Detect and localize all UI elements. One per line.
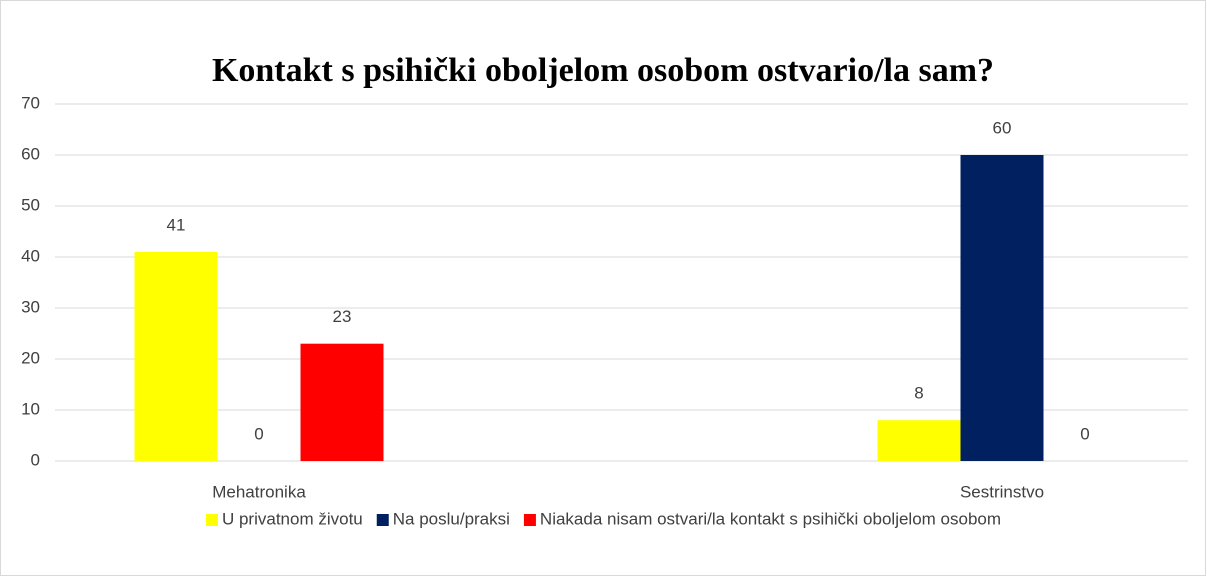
data-label: 60: [993, 118, 1012, 137]
y-tick-label: 20: [21, 348, 40, 367]
legend-label: Na poslu/praksi: [393, 509, 510, 528]
bar: [300, 343, 384, 461]
y-tick-label: 70: [21, 93, 40, 112]
bar: [877, 420, 961, 461]
legend-swatch: [376, 514, 389, 526]
data-label: 0: [1080, 424, 1089, 443]
legend-label: U privatnom životu: [222, 509, 363, 528]
y-tick-label: 30: [21, 297, 40, 316]
x-tick-label: Sestrinstvo: [960, 482, 1044, 501]
data-label: 23: [333, 307, 352, 326]
y-tick-label: 40: [21, 246, 40, 265]
data-label: 41: [167, 215, 186, 234]
y-tick-label: 10: [21, 399, 40, 418]
chart-title: Kontakt s psihički oboljelom osobom ostv…: [212, 52, 994, 89]
data-label: 0: [254, 424, 263, 443]
y-tick-label: 50: [21, 195, 40, 214]
x-tick-label: Mehatronika: [212, 482, 306, 501]
legend-label: Niakada nisam ostvari/la kontakt s psihi…: [540, 509, 1001, 528]
bar: [960, 155, 1044, 461]
y-tick-label: 0: [31, 450, 40, 469]
legend-swatch: [523, 514, 536, 526]
bar: [134, 251, 218, 461]
data-label: 8: [914, 384, 923, 403]
legend-swatch: [205, 514, 218, 526]
y-tick-label: 60: [21, 144, 40, 163]
